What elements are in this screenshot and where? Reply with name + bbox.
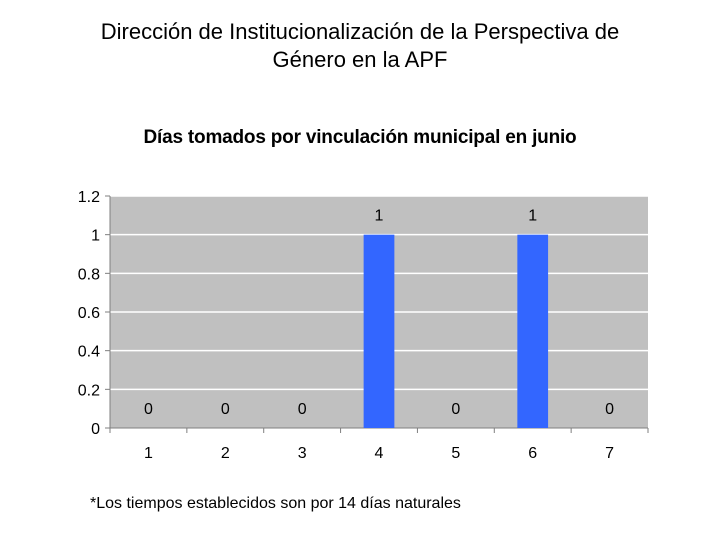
x-tick-label: 6 <box>528 445 537 462</box>
y-tick-label: 1 <box>91 228 100 245</box>
bar <box>517 234 549 428</box>
y-tick-label: 0.2 <box>78 382 100 399</box>
y-tick-label: 0.6 <box>78 305 100 322</box>
y-tick-label: 1.2 <box>78 189 100 206</box>
x-tick-label: 2 <box>221 445 230 462</box>
slide-title: Dirección de Institucionalización de la … <box>40 18 680 74</box>
slide-title-line-2: Género en la APF <box>272 47 448 72</box>
data-label: 1 <box>528 208 537 225</box>
x-tick-label: 4 <box>375 445 384 462</box>
y-tick-label: 0.8 <box>78 266 100 283</box>
x-tick-label: 7 <box>605 445 614 462</box>
y-tick-label: 0.4 <box>78 344 100 361</box>
data-label: 0 <box>221 401 230 418</box>
data-label: 0 <box>144 401 153 418</box>
slide-title-line-1: Dirección de Institucionalización de la … <box>100 19 620 44</box>
x-tick-label: 5 <box>451 445 460 462</box>
chart-title: Días tomados por vinculación municipal e… <box>143 127 577 148</box>
data-label: 1 <box>375 208 384 225</box>
data-label: 0 <box>605 401 614 418</box>
x-tick-label: 1 <box>144 445 153 462</box>
footnote: *Los tiempos establecidos son por 14 día… <box>90 495 461 512</box>
bar <box>363 234 395 428</box>
data-label: 0 <box>298 401 307 418</box>
data-label: 0 <box>451 401 460 418</box>
y-tick-label: 0 <box>91 421 100 438</box>
x-tick-label: 3 <box>298 445 307 462</box>
